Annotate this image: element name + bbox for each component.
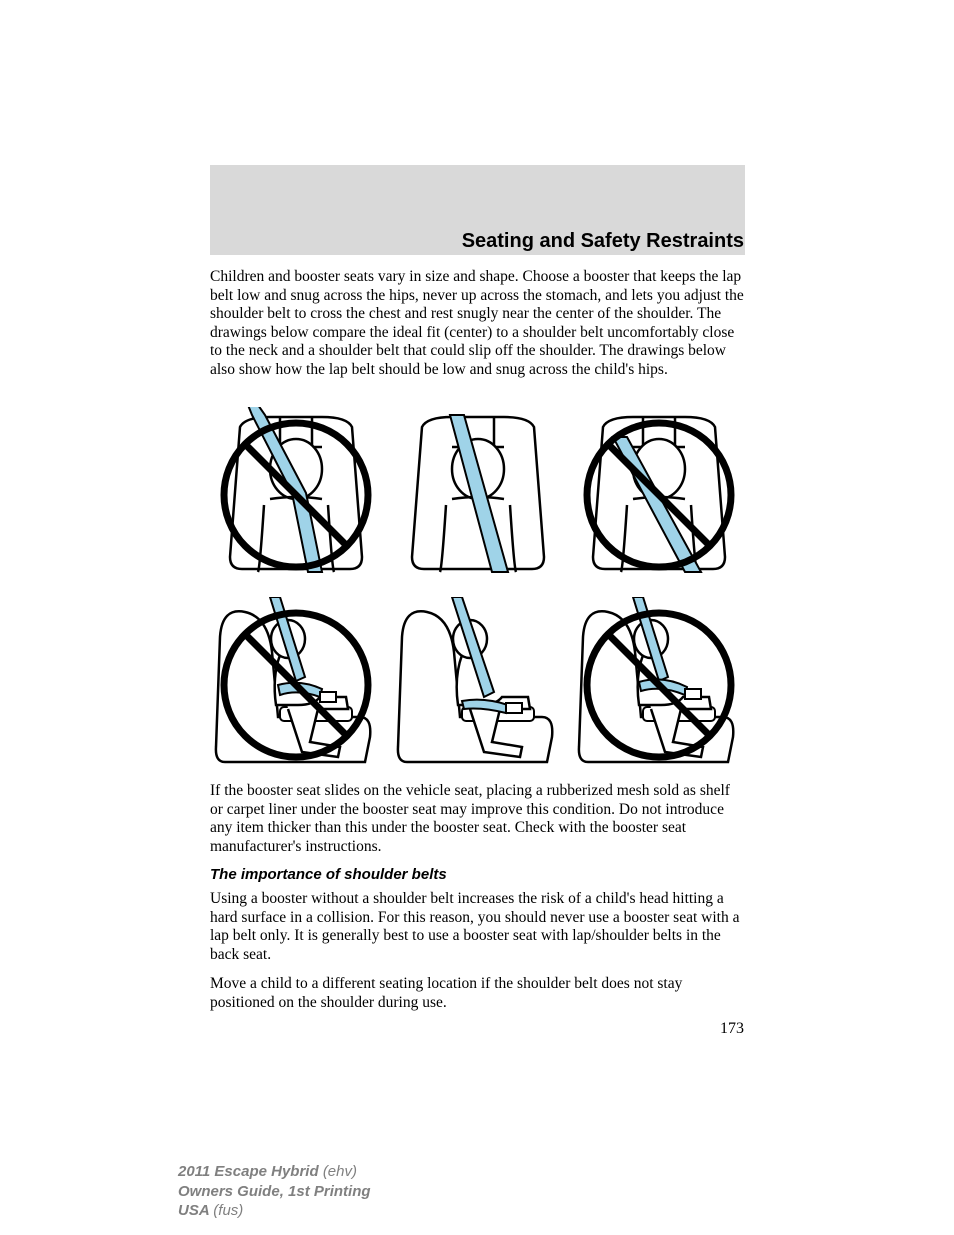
diagram-side-high-prohibited bbox=[210, 597, 382, 772]
footer-region: USA bbox=[178, 1202, 213, 1219]
diagram-side-correct bbox=[392, 597, 564, 772]
diagram-front-correct bbox=[392, 407, 564, 582]
footer-model: 2011 Escape Hybrid bbox=[178, 1163, 323, 1180]
footer-region-code: (fus) bbox=[213, 1202, 243, 1219]
document-page: Seating and Safety Restraints Children a… bbox=[0, 0, 954, 1235]
diagram-row-2 bbox=[210, 597, 745, 772]
subheading: The importance of shoulder belts bbox=[210, 866, 447, 883]
diagram-front-offshoulder-prohibited bbox=[573, 407, 745, 582]
footer: 2011 Escape Hybrid (ehv) Owners Guide, 1… bbox=[178, 1162, 371, 1221]
footer-model-code: (ehv) bbox=[323, 1163, 357, 1180]
page-number: 173 bbox=[720, 1020, 744, 1038]
diagram-area bbox=[210, 407, 745, 772]
diagram-row-1 bbox=[210, 407, 745, 582]
diagram-front-neck-prohibited bbox=[210, 407, 382, 582]
diagram-side-high2-prohibited bbox=[573, 597, 745, 772]
paragraph-4: Move a child to a different seating loca… bbox=[210, 975, 745, 1012]
paragraph-3: Using a booster without a shoulder belt … bbox=[210, 890, 745, 964]
paragraph-1: Children and booster seats vary in size … bbox=[210, 268, 745, 380]
footer-guide: Owners Guide, 1st Printing bbox=[178, 1183, 371, 1200]
paragraph-2: If the booster seat slides on the vehicl… bbox=[210, 782, 745, 856]
section-title: Seating and Safety Restraints bbox=[462, 230, 744, 253]
